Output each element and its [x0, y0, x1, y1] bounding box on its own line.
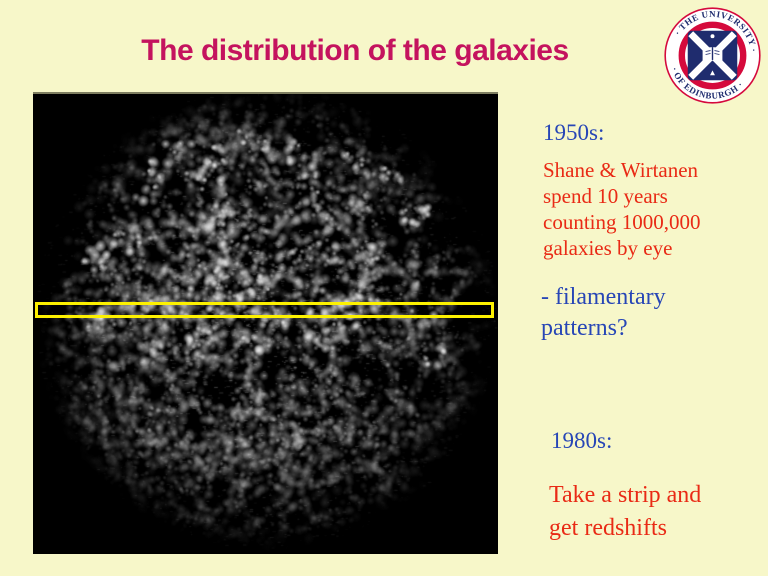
open-book-icon — [702, 47, 723, 62]
slide-title: The distribution of the galaxies — [141, 34, 569, 67]
crest-thistle-ornament — [710, 70, 715, 76]
crest-outer-ring — [664, 7, 761, 104]
crest-red-ring — [678, 21, 747, 90]
era1-heading: 1950s: — [543, 120, 605, 145]
university-of-edinburgh-logo: · THE UNIVERSITY · · OF EDINBURGH · — [664, 6, 762, 105]
highlight-strip-rectangle — [35, 302, 494, 318]
era2-heading: 1980s: — [551, 428, 613, 453]
galaxy-map-image — [33, 92, 498, 554]
era2-body-text: Take a strip and get redshifts — [549, 482, 702, 541]
filamentary-patterns-text: - filamentary patterns? — [541, 284, 666, 341]
era1-body-text: Shane & Wirtanen spend 10 years counting… — [543, 158, 701, 260]
crest-flower-ornament — [710, 34, 715, 39]
galaxy-map-canvas — [33, 94, 498, 554]
